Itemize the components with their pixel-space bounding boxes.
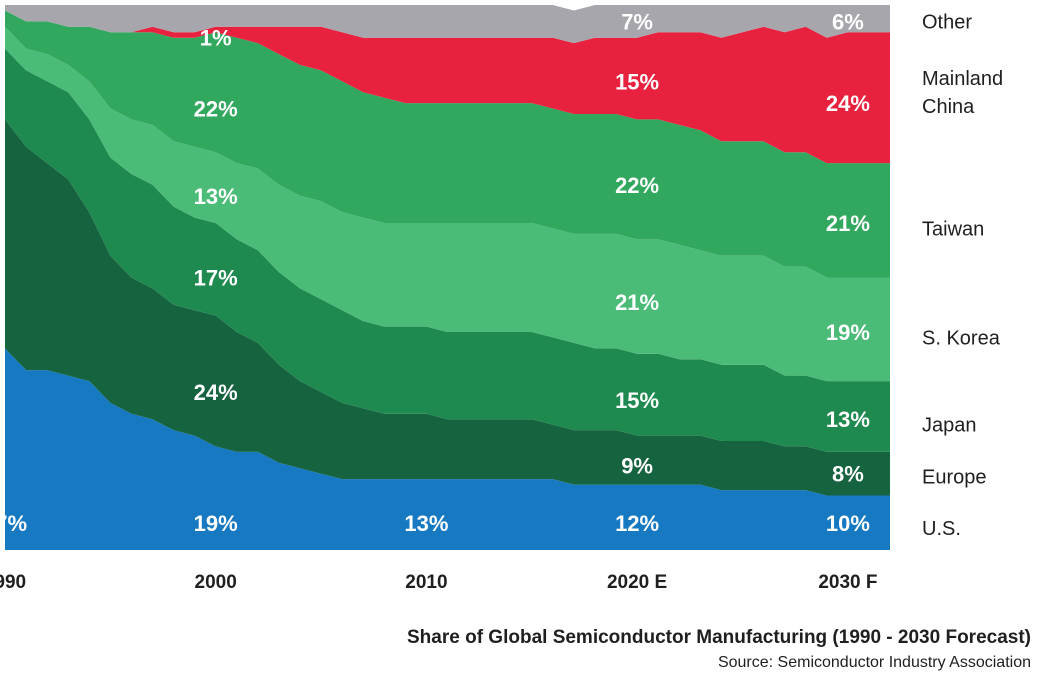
- segment-label-europe: 8%: [832, 462, 864, 487]
- area-europe: [5, 119, 890, 496]
- legend: Other Mainland China Taiwan S. Korea Japan Eur…: [922, 11, 1003, 540]
- segment-label-japan: 17%: [194, 266, 238, 291]
- legend-entry-mainland-china: Mainland China: [922, 68, 1003, 118]
- segment-label-u-s: 19%: [194, 511, 238, 536]
- segment-label-taiwan: 21%: [826, 211, 870, 236]
- segment-label-u-s: 12%: [615, 511, 659, 536]
- stacked-areas: [5, 5, 890, 550]
- x-tick-label: 2000: [195, 572, 237, 593]
- area-chart: 37% 19% 13% 12% 10% 24% 9% 8% 17% 15% 13% 13% 21% 19%…: [0, 5, 1003, 593]
- x-tick-label: 2020 E: [607, 572, 667, 593]
- segment-label-u-s: 37%: [0, 511, 27, 536]
- segment-label-s-korea: 21%: [615, 290, 659, 315]
- legend-entry-japan: Japan: [922, 415, 977, 437]
- legend-entry-taiwan: Taiwan: [922, 218, 984, 240]
- segment-label-other: 6%: [832, 9, 864, 34]
- chart-title: Share of Global Semiconductor Manufactur…: [407, 627, 1031, 648]
- x-tick-label: 2010: [405, 572, 447, 593]
- x-axis-ticks: 1990 2000 2010 2020 E 2030 F: [0, 572, 877, 593]
- segment-label-mainland-china: 15%: [615, 69, 659, 94]
- area-u-s: [5, 348, 890, 550]
- segment-label-mainland-china: 1%: [200, 26, 232, 51]
- area-mainland-china: [5, 10, 890, 164]
- x-tick-label: 2030 F: [818, 572, 877, 593]
- legend-entry-europe: Europe: [922, 466, 987, 488]
- chart-source: Source: Semiconductor Industry Associati…: [717, 654, 1031, 671]
- segment-label-taiwan: 22%: [615, 173, 659, 198]
- segment-label-japan: 15%: [615, 388, 659, 413]
- segment-label-taiwan: 22%: [194, 97, 238, 122]
- area-other: [5, 5, 890, 44]
- segment-label-europe: 24%: [194, 380, 238, 405]
- segment-label-s-korea: 19%: [826, 320, 870, 345]
- area-s-korea: [5, 26, 890, 382]
- segment-label-mainland-china: 24%: [826, 91, 870, 116]
- segment-label-other: 7%: [621, 9, 653, 34]
- legend-entry-s-korea: S. Korea: [922, 327, 1001, 349]
- area-taiwan: [5, 10, 890, 278]
- area-japan: [5, 48, 890, 452]
- x-tick-label: 1990: [0, 572, 26, 593]
- segment-label-s-korea: 13%: [194, 184, 238, 209]
- segment-label-europe: 9%: [621, 454, 653, 479]
- legend-entry-u-s: U.S.: [922, 518, 961, 540]
- legend-entry-other: Other: [922, 11, 972, 33]
- segment-label-japan: 13%: [826, 407, 870, 432]
- segment-label-u-s: 10%: [826, 511, 870, 536]
- segment-label-u-s: 13%: [404, 511, 448, 536]
- segment-labels: 37% 19% 13% 12% 10% 24% 9% 8% 17% 15% 13% 13% 21% 19%…: [0, 9, 870, 535]
